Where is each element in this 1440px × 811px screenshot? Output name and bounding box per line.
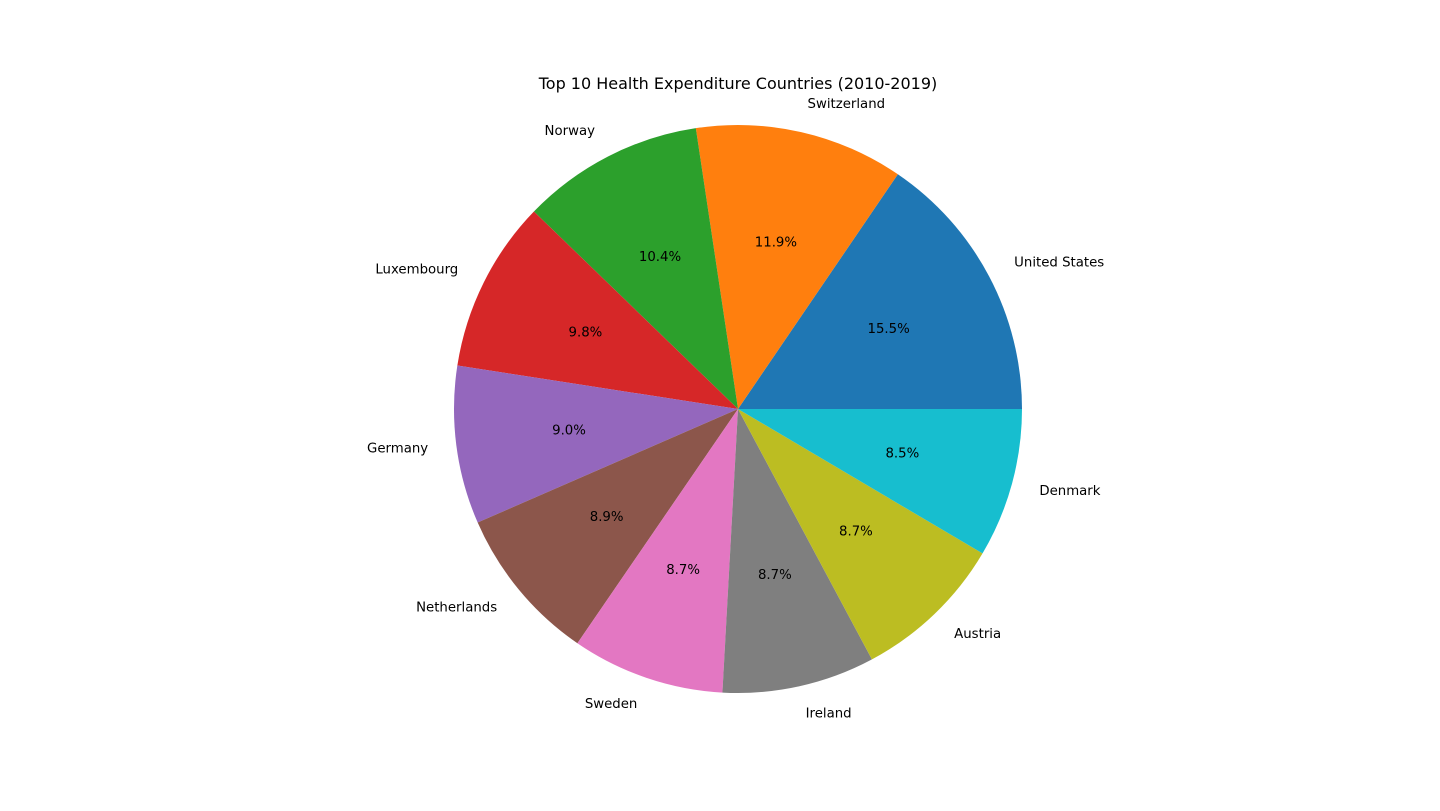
slice-percent-netherlands: 8.9% [590, 510, 624, 525]
slice-label-austria: Austria [954, 627, 1001, 642]
slice-percent-luxembourg: 9.8% [569, 326, 603, 341]
pie-slices [454, 125, 1022, 693]
slice-label-united-states: United States [1014, 255, 1104, 270]
pie-slice-united-states [738, 174, 1022, 409]
slice-label-sweden: Sweden [585, 697, 638, 712]
slice-percent-austria: 8.7% [839, 525, 873, 540]
pie-slice-luxembourg [457, 211, 738, 409]
chart-title: Top 10 Health Expenditure Countries (201… [538, 74, 938, 93]
slice-percent-germany: 9.0% [552, 423, 586, 438]
slice-percent-united-states: 15.5% [868, 322, 910, 337]
pie-slice-switzerland [695, 125, 898, 409]
slice-label-germany: Germany [367, 442, 428, 457]
slice-label-luxembourg: Luxembourg [375, 262, 458, 277]
slice-label-switzerland: Switzerland [808, 97, 886, 112]
slice-label-norway: Norway [545, 124, 596, 139]
pie-slice-germany [454, 365, 738, 523]
slice-label-ireland: Ireland [806, 706, 852, 721]
pie-labels: United States 15.5% Switzerland 11.9% Norway… [367, 97, 1104, 722]
pie-slice-austria [738, 409, 983, 660]
pie-slice-ireland [722, 409, 872, 693]
slice-percent-denmark: 8.5% [885, 446, 919, 461]
slice-label-netherlands: Netherlands [416, 600, 497, 615]
slice-percent-sweden: 8.7% [666, 563, 700, 578]
slice-percent-norway: 10.4% [639, 250, 681, 265]
pie-slice-denmark [738, 409, 1022, 554]
slice-percent-ireland: 8.7% [758, 568, 792, 583]
slice-label-denmark: Denmark [1039, 484, 1100, 499]
pie-slice-sweden [577, 409, 738, 693]
slice-percent-switzerland: 11.9% [755, 235, 797, 250]
pie-slice-netherlands [477, 409, 738, 644]
pie-slice-norway [533, 128, 738, 409]
